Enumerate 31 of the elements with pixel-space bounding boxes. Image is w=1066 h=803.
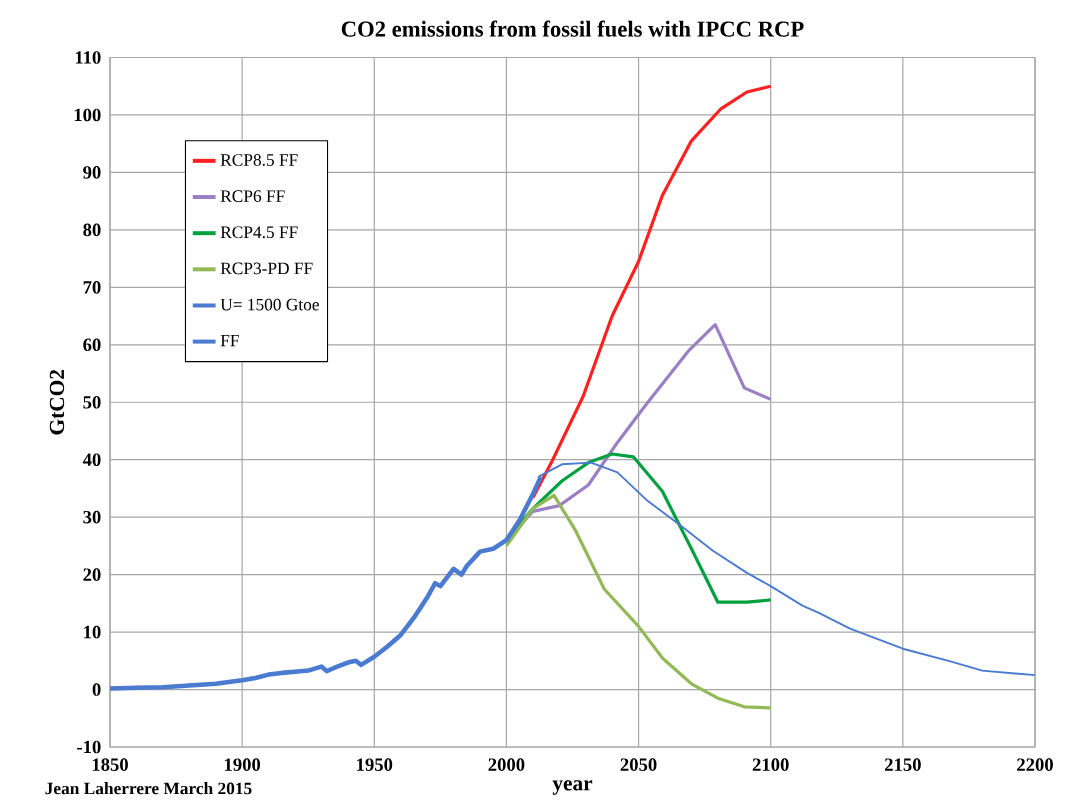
legend-label: RCP4.5 FF xyxy=(220,226,298,239)
y-axis-title: GtCO2 xyxy=(49,369,65,435)
y-tick-label: 0 xyxy=(92,683,101,696)
legend-label: RCP8.5 FF xyxy=(220,154,298,166)
x-tick-label: 2150 xyxy=(884,758,921,771)
legend-label: RCP6 FF xyxy=(220,190,285,202)
y-tick-label: 50 xyxy=(83,395,101,409)
text: Jean Laherrere March 2015 xyxy=(45,782,252,795)
y-tick-label: 100 xyxy=(74,108,101,122)
y-tick-label: -10 xyxy=(77,740,101,754)
y-tick-label: 70 xyxy=(83,281,101,294)
y-tick-label: 20 xyxy=(83,568,101,581)
y-tick-label: 40 xyxy=(82,453,101,467)
x-tick-label: 2000 xyxy=(488,758,525,771)
x-tick-label: 1900 xyxy=(224,758,261,771)
x-axis-title: year xyxy=(552,780,593,795)
y-tick-label: 80 xyxy=(83,223,101,237)
y-tick-label: 90 xyxy=(83,166,101,179)
legend-label: FF xyxy=(220,334,239,347)
legend-label: U= 1500 Gtoe xyxy=(220,298,319,311)
x-tick-label: 2100 xyxy=(752,758,789,771)
legend-label: RCP3-PD FF xyxy=(220,262,313,275)
y-tick-label: 30 xyxy=(83,510,101,524)
chart-title: CO2 emissions from fossil fuels with IPCC RCP xyxy=(341,20,804,37)
x-tick-label: 2050 xyxy=(620,758,657,771)
x-tick-label: 1950 xyxy=(357,758,393,771)
y-tick-label: 10 xyxy=(84,625,101,639)
y-tick-label: 60 xyxy=(83,338,101,352)
x-tick-label: 2200 xyxy=(1017,758,1053,771)
x-tick-label: 1850 xyxy=(92,758,128,771)
y-tick-label: 110 xyxy=(75,51,101,64)
